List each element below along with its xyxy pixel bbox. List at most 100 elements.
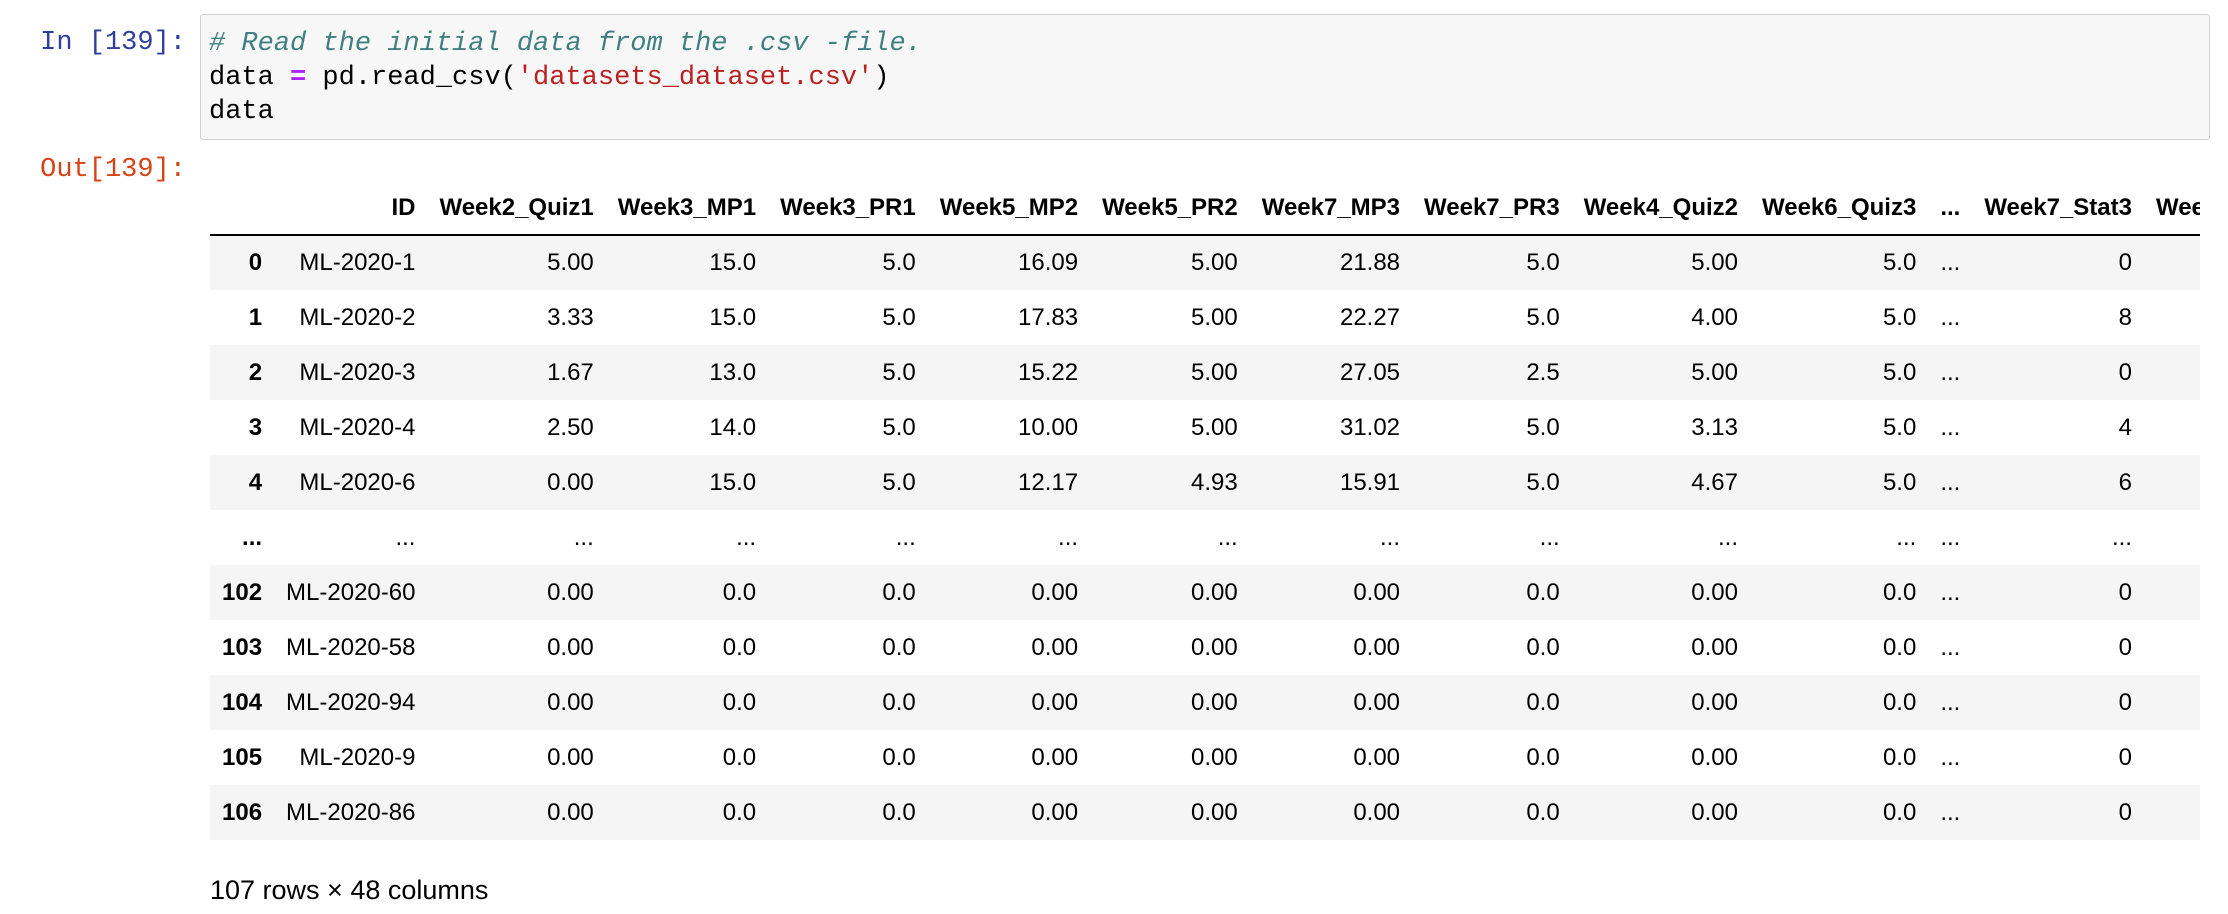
table-cell: 5.00: [1191, 249, 1238, 276]
table-cell: 10.00: [1018, 413, 1079, 441]
table-cell: 0.0: [722, 743, 757, 771]
code-line-2: data = pd.read_csv('datasets_dataset.csv…: [209, 61, 2201, 95]
column-header: Week3_MP1: [605, 180, 769, 236]
table-cell: 0.00: [1191, 633, 1238, 661]
table-cell: 4.00: [1691, 303, 1738, 331]
table-cell: ...: [1380, 523, 1401, 551]
code-variable: data: [209, 63, 291, 93]
table-cell: ...: [1940, 413, 1961, 441]
column-header: Week5_PR2: [1090, 180, 1250, 236]
table-cell: 4.67: [1691, 468, 1738, 496]
table-cell: 31.02: [1339, 413, 1401, 441]
column-header: Week6_Quiz3: [1750, 180, 1929, 236]
table-cell: 5.00: [1691, 249, 1738, 276]
code-cell-editor[interactable]: # Read the initial data from the .csv -f…: [200, 14, 2210, 140]
table-cell: [2144, 675, 2200, 730]
table-cell: [2144, 510, 2200, 565]
table-cell: 0.0: [722, 578, 757, 606]
output-prompt: Out[139]:: [40, 155, 186, 185]
column-header: ...: [1928, 180, 1973, 236]
table-cell: 2.50: [547, 413, 594, 441]
table-cell: ML-2020-94: [286, 688, 416, 716]
table-cell: [2144, 290, 2200, 345]
index-header: [210, 180, 275, 236]
table-cell: 15.22: [1018, 358, 1079, 386]
table-cell: 1.67: [547, 358, 594, 386]
table-row: 103 ML-2020-58 0.00 0.0 0.0 0.00 0.00 0.00 0.0 0.…: [210, 620, 2200, 675]
table-cell: 0.00: [1353, 578, 1401, 606]
table-cell: 4: [2118, 413, 2132, 441]
table-cell: 0: [2118, 633, 2132, 661]
code-operator: =: [290, 63, 307, 93]
table-cell: 5.0: [882, 249, 916, 276]
table-cell: 5.0: [1882, 303, 1917, 331]
table-cell: [2144, 345, 2200, 400]
table-cell: ML-2020-60: [286, 578, 416, 606]
table-cell: 0.00: [1191, 578, 1238, 606]
table-cell: 5.0: [1526, 303, 1560, 331]
table-cell: 0.00: [547, 468, 594, 496]
row-index: 0: [248, 249, 263, 276]
table-cell: 0.0: [1526, 578, 1560, 606]
table-cell: [2144, 785, 2200, 840]
dataframe-output: ID Week2_Quiz1 Week3_MP1 Week3_PR1 Week5_MP2…: [210, 180, 2200, 840]
table-row: 0 ML-2020-1 5.00 15.0 5.0 16.09 5.00 21.88 5.0 5.…: [210, 235, 2200, 290]
table-cell: 0.00: [1191, 743, 1238, 771]
column-header: Week4_Quiz2: [1571, 180, 1750, 236]
table-row: 1 ML-2020-2 3.33 15.0 5.0 17.83 5.00 22.27 5.0 4.…: [210, 290, 2200, 345]
code-line-3: data: [209, 97, 274, 127]
table-cell: ...: [573, 523, 594, 551]
table-cell: 0.0: [882, 633, 916, 661]
table-cell: 15.91: [1339, 468, 1401, 496]
table-cell: [2144, 620, 2200, 675]
table-cell: 5.0: [882, 303, 916, 331]
row-index: ...: [242, 523, 263, 551]
table-cell: 15.0: [709, 249, 757, 276]
table-cell: ...: [1058, 523, 1079, 551]
table-cell: 5.00: [1191, 303, 1238, 331]
table-cell: 5.0: [1526, 468, 1560, 496]
table-cell: 0: [2118, 688, 2132, 716]
table-cell: 15.0: [709, 468, 757, 496]
table-cell: 5.0: [1882, 413, 1917, 441]
table-cell: [2144, 565, 2200, 620]
column-header: Week5_MP2: [927, 180, 1091, 236]
table-cell: ML-2020-3: [299, 358, 416, 386]
table-cell: 0.0: [1882, 743, 1917, 771]
table-cell: [2144, 455, 2200, 510]
table-cell: 5.00: [547, 249, 594, 276]
table-cell: 6: [2118, 468, 2132, 496]
row-index: 2: [248, 358, 263, 386]
table-header-row: ID Week2_Quiz1 Week3_MP1 Week3_PR1 Week5_MP2…: [210, 180, 2200, 236]
code-call: pd.read_csv(: [306, 63, 517, 93]
column-header: Week3_PR1: [768, 180, 928, 236]
table-cell: 0.00: [1031, 798, 1079, 826]
table-cell: 0.00: [1691, 633, 1738, 661]
table-cell: 5.00: [1691, 358, 1738, 386]
table-cell: 0.0: [1526, 688, 1560, 716]
table-cell: 0.00: [547, 688, 594, 716]
table-cell: 0.00: [1353, 688, 1401, 716]
table-cell: 15.0: [709, 303, 757, 331]
table-cell: 8: [2118, 303, 2132, 331]
table-cell: ...: [2111, 523, 2132, 551]
table-cell: 0.00: [1191, 688, 1238, 716]
table-row: 105 ML-2020-9 0.00 0.0 0.0 0.00 0.00 0.00 0.0 0.0…: [210, 730, 2200, 785]
table-cell: ML-2020-6: [299, 468, 416, 496]
table-cell: 0: [2118, 249, 2132, 276]
row-index: 106: [222, 798, 263, 826]
table-cell: [2144, 235, 2200, 290]
table-cell: 0.00: [1691, 743, 1738, 771]
table-cell: 3.13: [1691, 413, 1738, 441]
code-string: 'datasets_dataset.csv': [516, 63, 874, 93]
column-header: Week2_Quiz1: [427, 180, 606, 236]
table-row: 3 ML-2020-4 2.50 14.0 5.0 10.00 5.00 31.02 5.0 3.…: [210, 400, 2200, 455]
dataframe-table: ID Week2_Quiz1 Week3_MP1 Week3_PR1 Week5_MP2…: [210, 180, 2200, 840]
table-cell: 0.00: [1691, 798, 1738, 826]
table-cell: ...: [1217, 523, 1238, 551]
table-cell: 0.00: [1031, 633, 1079, 661]
table-cell: 0.0: [1882, 798, 1917, 826]
table-cell: 0.0: [1882, 578, 1917, 606]
table-cell: [2144, 730, 2200, 785]
table-row: 104 ML-2020-94 0.00 0.0 0.0 0.00 0.00 0.00 0.0 0.…: [210, 675, 2200, 730]
